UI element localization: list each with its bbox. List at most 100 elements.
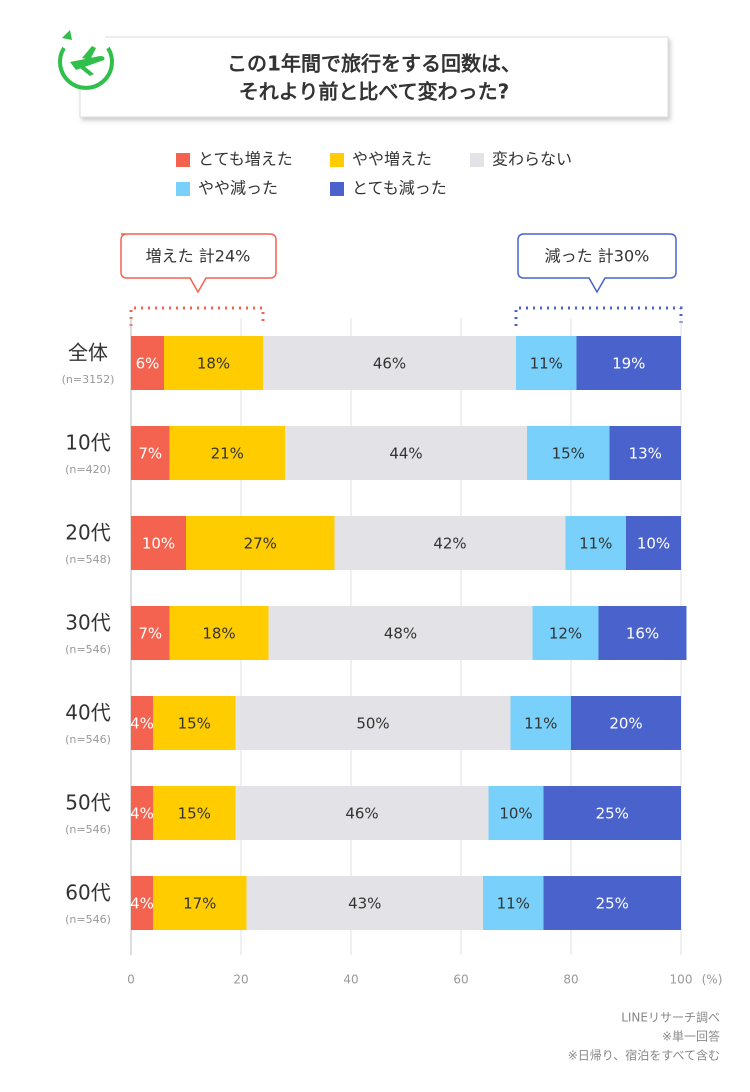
- value-label: 7%: [138, 445, 162, 463]
- bar-segment: [186, 516, 335, 570]
- bar-segment: [527, 426, 610, 480]
- value-label: 13%: [629, 445, 662, 463]
- bar-segment: [169, 426, 285, 480]
- bar-segment: [131, 606, 170, 660]
- legend-label: 変わらない: [492, 150, 572, 169]
- x-unit: (%): [702, 973, 723, 987]
- bar-segment: [246, 876, 483, 930]
- value-label: 15%: [178, 715, 211, 733]
- legend-label: とても減った: [352, 179, 447, 198]
- value-label: 15%: [178, 805, 211, 823]
- value-label: 18%: [202, 625, 235, 643]
- bar-segment: [263, 336, 516, 390]
- bar-segment: [576, 336, 681, 390]
- value-label: 46%: [373, 355, 406, 373]
- value-label: 6%: [136, 355, 160, 373]
- bar-segment: [516, 336, 577, 390]
- bar-segment: [626, 516, 681, 570]
- category-label: 50代: [65, 791, 110, 815]
- legend-swatch: [176, 182, 190, 196]
- value-label: 11%: [579, 535, 612, 553]
- bar-segment: [334, 516, 566, 570]
- plane-icon: [56, 30, 116, 90]
- legend-swatch: [470, 153, 484, 167]
- bar-segment: [543, 786, 681, 840]
- value-label: 42%: [433, 535, 466, 553]
- value-label: 17%: [183, 895, 216, 913]
- bar-segment: [532, 606, 599, 660]
- bar-segment: [131, 336, 164, 390]
- annotation: 増えた 計24%: [146, 247, 251, 266]
- x-tick-label: 40: [343, 973, 358, 987]
- bar-segment: [510, 696, 571, 750]
- sample-size: (n=546): [65, 913, 111, 926]
- bar-segment: [543, 876, 681, 930]
- value-label: 43%: [348, 895, 381, 913]
- value-label: 50%: [356, 715, 389, 733]
- value-label: 7%: [138, 625, 162, 643]
- category-label: 60代: [65, 881, 110, 905]
- value-label: 15%: [552, 445, 585, 463]
- legend-label: やや減った: [198, 179, 278, 198]
- sample-size: (n=546): [65, 643, 111, 656]
- sample-size: (n=548): [65, 553, 111, 566]
- bar-segment: [153, 786, 236, 840]
- value-label: 4%: [130, 715, 154, 733]
- bar-segment: [131, 696, 153, 750]
- legend-label: やや増えた: [352, 150, 432, 169]
- bar-segment: [565, 516, 626, 570]
- value-label: 4%: [130, 895, 154, 913]
- bar-segment: [235, 696, 511, 750]
- bar-segment: [131, 426, 170, 480]
- value-label: 10%: [499, 805, 532, 823]
- value-label: 44%: [389, 445, 422, 463]
- value-label: 20%: [609, 715, 642, 733]
- value-label: 46%: [345, 805, 378, 823]
- value-label: 16%: [626, 625, 659, 643]
- value-label: 18%: [197, 355, 230, 373]
- bar-segment: [488, 786, 544, 840]
- value-label: 25%: [596, 895, 629, 913]
- sample-size: (n=3152): [62, 373, 115, 386]
- bar-segment: [571, 696, 681, 750]
- value-label: 4%: [130, 805, 154, 823]
- x-tick-label: 60: [453, 973, 468, 987]
- footnote: ※日帰り、宿泊をすべて含む: [568, 1048, 720, 1063]
- bar-segment: [609, 426, 681, 480]
- bar-segment: [285, 426, 527, 480]
- value-label: 10%: [637, 535, 670, 553]
- bar-segment: [153, 876, 247, 930]
- legend-label: とても増えた: [198, 150, 293, 169]
- value-label: 10%: [142, 535, 175, 553]
- bar-segment: [164, 336, 263, 390]
- bar-segment: [131, 516, 186, 570]
- sample-size: (n=546): [65, 823, 111, 836]
- bar-segment: [153, 696, 236, 750]
- annotation: 減った 計30%: [545, 247, 650, 266]
- title-line: それより前と比べて変わった?: [239, 80, 509, 104]
- value-label: 12%: [549, 625, 582, 643]
- value-label: 11%: [497, 895, 530, 913]
- category-label: 30代: [65, 611, 110, 635]
- title-line: この1年間で旅行をする回数は、: [227, 52, 521, 76]
- callout-decrease: [514, 233, 683, 326]
- title-box: [79, 36, 669, 118]
- category-label: 40代: [65, 701, 110, 725]
- legend-swatch: [330, 182, 344, 196]
- x-tick-label: 0: [127, 973, 135, 987]
- legend-swatch: [330, 153, 344, 167]
- value-label: 25%: [596, 805, 629, 823]
- callout-increase: [120, 233, 277, 326]
- value-label: 11%: [530, 355, 563, 373]
- x-tick-label: 80: [563, 973, 578, 987]
- x-tick-label: 100: [670, 973, 693, 987]
- sample-size: (n=546): [65, 733, 111, 746]
- bar-segment: [169, 606, 269, 660]
- bar-segment: [483, 876, 544, 930]
- value-label: 27%: [244, 535, 277, 553]
- sample-size: (n=420): [65, 463, 111, 476]
- value-label: 11%: [524, 715, 557, 733]
- category-label: 全体: [68, 341, 108, 365]
